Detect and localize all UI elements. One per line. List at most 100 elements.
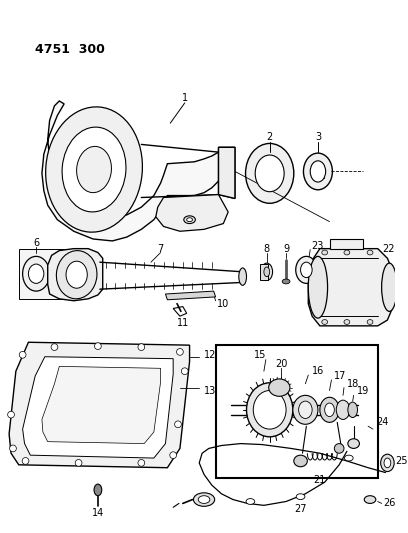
Ellipse shape — [310, 161, 326, 182]
Ellipse shape — [51, 344, 58, 351]
Ellipse shape — [344, 250, 350, 255]
Ellipse shape — [138, 344, 145, 351]
Ellipse shape — [170, 452, 177, 458]
Bar — [260, 264, 268, 279]
Text: 8: 8 — [264, 244, 270, 254]
Ellipse shape — [187, 218, 193, 222]
Polygon shape — [42, 101, 222, 241]
Ellipse shape — [22, 458, 29, 464]
Ellipse shape — [336, 400, 350, 419]
Text: 7: 7 — [157, 244, 164, 254]
Text: 5: 5 — [177, 202, 183, 212]
Text: 19: 19 — [357, 386, 369, 397]
Ellipse shape — [348, 439, 359, 448]
Ellipse shape — [95, 343, 101, 350]
Ellipse shape — [62, 127, 126, 212]
Polygon shape — [219, 147, 235, 198]
Text: 23: 23 — [312, 241, 324, 251]
Ellipse shape — [46, 107, 142, 232]
Ellipse shape — [348, 402, 357, 417]
Ellipse shape — [8, 411, 14, 418]
Ellipse shape — [294, 455, 307, 467]
Ellipse shape — [10, 445, 16, 452]
Polygon shape — [219, 147, 235, 198]
Ellipse shape — [56, 251, 97, 299]
Ellipse shape — [77, 147, 111, 192]
Ellipse shape — [308, 256, 328, 318]
Ellipse shape — [19, 351, 26, 358]
Text: 20: 20 — [275, 359, 288, 369]
Ellipse shape — [239, 268, 246, 285]
Text: 26: 26 — [384, 498, 396, 508]
Ellipse shape — [304, 153, 333, 190]
Ellipse shape — [253, 391, 286, 429]
Ellipse shape — [344, 320, 350, 325]
Text: 13: 13 — [204, 385, 216, 395]
Ellipse shape — [293, 395, 318, 424]
Text: 27: 27 — [294, 504, 307, 514]
Ellipse shape — [325, 403, 334, 417]
Ellipse shape — [184, 216, 195, 223]
Ellipse shape — [282, 279, 290, 284]
Ellipse shape — [193, 493, 215, 506]
Ellipse shape — [322, 320, 328, 325]
Ellipse shape — [381, 263, 397, 311]
Text: 15: 15 — [254, 350, 266, 360]
Ellipse shape — [364, 496, 376, 504]
Ellipse shape — [175, 421, 182, 427]
Text: 21: 21 — [314, 475, 326, 485]
Ellipse shape — [384, 458, 391, 468]
Ellipse shape — [261, 263, 273, 280]
Ellipse shape — [138, 459, 145, 466]
Ellipse shape — [296, 256, 317, 284]
Text: 10: 10 — [217, 298, 229, 309]
Text: 6: 6 — [33, 238, 39, 248]
Ellipse shape — [182, 368, 188, 375]
Ellipse shape — [246, 383, 293, 437]
Ellipse shape — [22, 256, 50, 291]
Ellipse shape — [75, 459, 82, 466]
Ellipse shape — [269, 379, 290, 397]
Ellipse shape — [367, 320, 373, 325]
Text: 12: 12 — [204, 350, 216, 360]
Text: 14: 14 — [92, 508, 104, 518]
Ellipse shape — [94, 484, 102, 496]
Ellipse shape — [246, 143, 294, 203]
Ellipse shape — [246, 498, 255, 504]
Text: 18: 18 — [347, 379, 359, 389]
Bar — [216, 345, 378, 478]
Text: 25: 25 — [395, 456, 408, 466]
Text: 11: 11 — [177, 318, 189, 328]
Polygon shape — [166, 291, 216, 300]
Text: 17: 17 — [334, 371, 347, 381]
Ellipse shape — [322, 250, 328, 255]
Text: 16: 16 — [312, 366, 324, 376]
Polygon shape — [156, 195, 228, 231]
Polygon shape — [48, 249, 103, 301]
Ellipse shape — [198, 496, 210, 504]
Ellipse shape — [177, 349, 183, 356]
Ellipse shape — [344, 455, 353, 461]
Ellipse shape — [29, 264, 44, 284]
Ellipse shape — [367, 250, 373, 255]
Text: 4751  300: 4751 300 — [35, 43, 105, 56]
Text: 4: 4 — [196, 219, 202, 229]
Text: 24: 24 — [376, 417, 388, 427]
Ellipse shape — [334, 443, 344, 453]
Text: 9: 9 — [283, 244, 289, 254]
Ellipse shape — [299, 401, 312, 418]
Text: 22: 22 — [383, 244, 395, 254]
Text: 3: 3 — [315, 132, 321, 142]
Polygon shape — [308, 249, 392, 326]
Ellipse shape — [66, 261, 87, 288]
Ellipse shape — [381, 454, 394, 472]
Polygon shape — [42, 366, 161, 443]
Polygon shape — [9, 342, 190, 468]
Ellipse shape — [296, 494, 305, 499]
Ellipse shape — [320, 397, 339, 422]
Ellipse shape — [264, 267, 270, 277]
Polygon shape — [22, 357, 173, 458]
Text: 2: 2 — [266, 132, 273, 142]
Bar — [19, 249, 65, 299]
Text: 1: 1 — [182, 93, 188, 103]
